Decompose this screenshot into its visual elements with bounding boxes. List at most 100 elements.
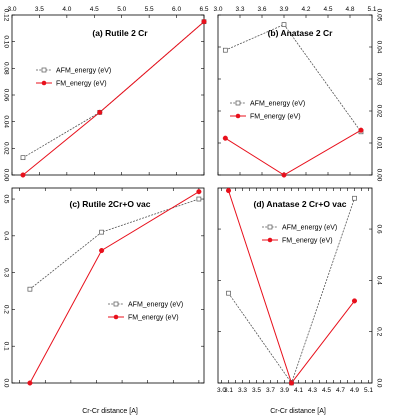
x-tick-label: 4.7 — [336, 387, 345, 394]
x-tick-label: 3.6 — [257, 6, 266, 13]
y-tick-label: 0.2 — [375, 327, 382, 336]
legend-fm-label: FM_energy (eV) — [128, 315, 179, 322]
fm-data-point — [225, 188, 232, 194]
y-tick-label: 0.0 — [375, 378, 382, 387]
fm-data-point — [97, 109, 103, 115]
fm-data-point — [27, 380, 33, 386]
y-tick-label: 0.4 — [375, 276, 382, 285]
y-tick-label: 0.6 — [375, 225, 382, 234]
fm-data-point — [20, 172, 26, 178]
fm-data-point — [288, 380, 295, 386]
y-tick-label: 0.02 — [2, 142, 9, 155]
tick-group: 3.0 3.3 3.6 3.9 4.2 4.5 4.8 5.1 0.00 0.01 0.02 0.03… — [213, 6, 382, 182]
fm-data-point — [201, 19, 207, 25]
x-tick-label: 3.0 — [217, 387, 226, 394]
x-tick-label: 5.1 — [364, 387, 373, 394]
x-tick-label: 3.5 — [35, 6, 44, 13]
x-tick-label: 4.5 — [90, 6, 99, 13]
legend-afm-marker — [235, 100, 241, 106]
series-markers — [222, 22, 364, 178]
afm-data-point — [352, 195, 357, 201]
y-tick-label: 0.05 — [375, 9, 382, 22]
x-tick-label: 3.7 — [266, 387, 275, 394]
tick-group: 3.0 3.5 4.0 4.5 5.0 5.5 6.0 6.5 0.00 0.02 0.04 0.06… — [2, 6, 209, 182]
y-tick-label: 0.00 — [2, 169, 9, 182]
fm-data-point — [99, 247, 105, 254]
y-tick-label: 0.04 — [2, 115, 9, 128]
afm-data-point — [196, 196, 202, 202]
y-tick-label: 0.00 — [375, 169, 382, 182]
afm-data-point — [27, 286, 33, 292]
panel-title: (c) Rutile 2Cr+O vac — [69, 199, 150, 209]
x-tick-label: 6.0 — [172, 6, 181, 13]
y-tick-label: 0.5 — [2, 195, 9, 204]
y-tick-label: 0.08 — [2, 62, 9, 75]
legend-afm-label: AFM_energy (eV) — [56, 68, 111, 75]
tick-group: 0.0 0.1 0.2 0.3 0.4 0.5 — [2, 188, 204, 388]
x-tick-label: 3.0 — [7, 6, 16, 13]
y-tick-label: 0.12 — [2, 9, 9, 22]
fm-data-point — [358, 127, 364, 133]
x-axis-label: Cr-Cr distance [A] — [270, 408, 326, 415]
fm-data-point — [281, 172, 287, 178]
legend-afm-label: AFM_energy (eV) — [128, 302, 183, 309]
x-tick-label: 3.3 — [235, 6, 244, 13]
y-tick-label: 0.04 — [375, 41, 382, 54]
x-tick-label: 5.1 — [367, 6, 376, 13]
afm-data-point — [99, 229, 104, 235]
legend-afm-label: AFM_energy (eV) — [250, 101, 305, 108]
x-tick-label: 3.9 — [279, 6, 288, 13]
x-tick-label: 3.0 — [213, 6, 222, 13]
x-tick-label: 4.9 — [350, 387, 359, 394]
panel-rutile-2cr: 3.0 3.5 4.0 4.5 5.0 5.5 6.0 6.5 0.00 0.02 0.04 0.06… — [2, 6, 209, 182]
x-tick-label: 5.5 — [145, 6, 154, 13]
panel-anatase-2cr-ovac: 3.03.1 3.3 3.5 3.7 3.9 4.1 4.3 4.5 4.7 4.9 5.10.0 0… — [217, 187, 382, 415]
legend-afm-marker — [41, 67, 47, 73]
series-markers — [27, 189, 202, 386]
y-tick-label: 0.1 — [2, 342, 9, 351]
series-markers — [225, 188, 358, 386]
legend-fm-label: FM_energy (eV) — [56, 81, 107, 88]
y-tick-label: 0.01 — [375, 137, 382, 150]
legend: AFM_energy (eV) FM_energy (eV) — [262, 225, 337, 245]
legend: AFM_energy (eV) FM_energy (eV) — [230, 101, 305, 121]
panel-anatase-2cr: 3.0 3.3 3.6 3.9 4.2 4.5 4.8 5.1 0.00 0.01 0.02 0.03… — [213, 6, 382, 182]
afm-series-line — [22, 21, 205, 159]
x-tick-label: 6.5 — [199, 6, 208, 13]
x-tick-label: 4.8 — [345, 6, 354, 13]
panel-title: (a) Rutile 2 Cr — [92, 28, 148, 38]
y-tick-label: 0.2 — [2, 305, 9, 314]
afm-data-point — [226, 290, 231, 296]
x-tick-label: 3.1 — [224, 387, 233, 394]
panel-rutile-2cr-ovac: 0.00.10.20.30.40.5 (c) Rutile 2Cr+O vac … — [2, 187, 205, 415]
tick-group: 3.03.1 3.3 3.5 3.7 3.9 4.1 4.3 4.5 4.7 4.9 5.10.0 0… — [217, 188, 382, 394]
x-tick-label: 4.3 — [308, 387, 317, 394]
legend-fm-marker — [41, 80, 47, 86]
legend-fm-marker — [267, 237, 273, 243]
legend-fm-marker — [113, 314, 119, 320]
x-tick-label: 3.3 — [238, 387, 247, 394]
legend-afm-marker — [113, 301, 119, 307]
y-tick-label: 0.0 — [2, 378, 9, 387]
x-tick-label: 5.0 — [117, 6, 126, 13]
legend-afm-marker — [267, 224, 273, 230]
afm-data-point — [20, 155, 26, 161]
x-tick-label: 4.2 — [301, 6, 310, 13]
panel-title: (b) Anatase 2 Cr — [268, 28, 334, 38]
legend-fm-marker — [235, 113, 241, 119]
x-tick-label: 4.5 — [323, 6, 332, 13]
fm-data-point — [351, 298, 358, 304]
legend: AFM_energy (eV) FM_energy (eV) — [36, 68, 111, 88]
x-tick-label: 3.9 — [280, 387, 289, 394]
y-tick-label: 0.3 — [2, 268, 9, 277]
afm-data-point — [281, 22, 287, 27]
plot-frame — [217, 14, 373, 176]
x-tick-label: 3.5 — [252, 387, 261, 394]
y-tick-label: 0.06 — [2, 89, 9, 102]
fm-data-point — [222, 135, 228, 141]
series-markers — [20, 19, 207, 178]
y-tick-label: 0.4 — [2, 231, 9, 240]
plot-frame — [217, 187, 373, 384]
